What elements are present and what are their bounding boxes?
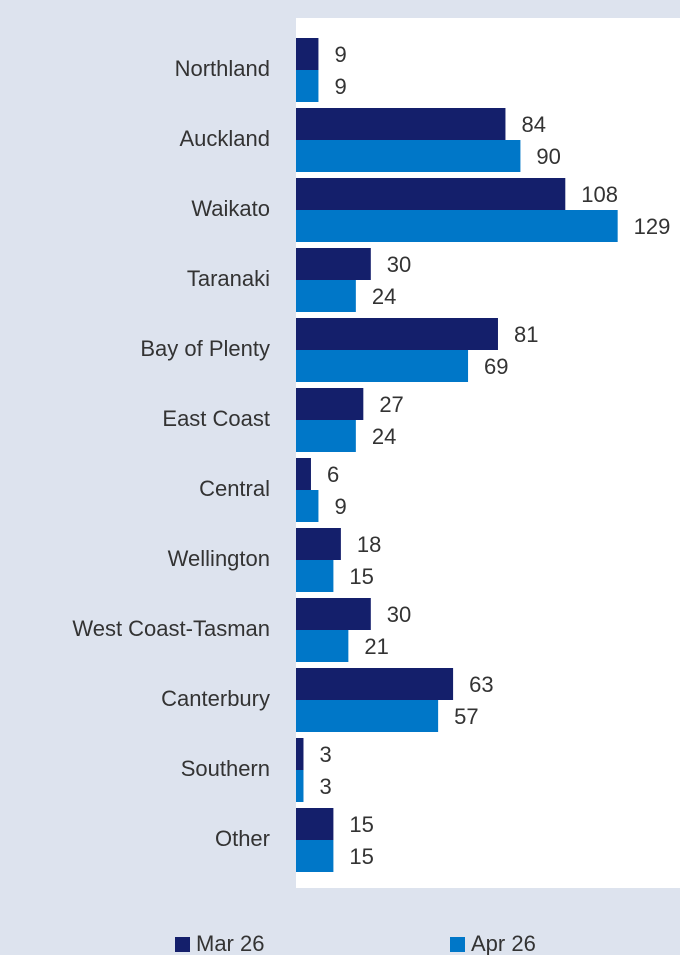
data-label: 24	[372, 424, 396, 449]
bar	[296, 178, 566, 210]
y-tick-label: Wellington	[168, 546, 270, 571]
legend-label: Mar 26	[196, 931, 264, 955]
y-tick-label: Northland	[175, 56, 270, 81]
y-tick-label: Southern	[181, 756, 270, 781]
bar	[296, 700, 439, 732]
data-label: 9	[334, 494, 346, 519]
legend-swatch	[450, 937, 465, 952]
data-label: 3	[319, 742, 331, 767]
data-label: 15	[349, 844, 373, 869]
data-label: 21	[364, 634, 388, 659]
bar	[296, 350, 469, 382]
data-label: 90	[536, 144, 560, 169]
bar	[296, 668, 454, 700]
data-label: 129	[634, 214, 671, 239]
data-label: 81	[514, 322, 538, 347]
y-tick-label: Taranaki	[187, 266, 270, 291]
data-label: 57	[454, 704, 478, 729]
data-label: 108	[581, 182, 618, 207]
bar	[296, 808, 334, 840]
bar	[296, 840, 334, 872]
bar	[296, 528, 341, 560]
legend-label: Apr 26	[471, 931, 536, 955]
legend-swatch	[175, 937, 190, 952]
y-tick-label: East Coast	[162, 406, 270, 431]
bar	[296, 140, 521, 172]
data-label: 15	[349, 812, 373, 837]
bar	[296, 738, 304, 770]
data-label: 3	[319, 774, 331, 799]
bar	[296, 770, 304, 802]
y-tick-label: Waikato	[191, 196, 270, 221]
bar	[296, 420, 356, 452]
data-label: 15	[349, 564, 373, 589]
bar	[296, 108, 506, 140]
bar	[296, 560, 334, 592]
bar	[296, 630, 349, 662]
y-tick-label: Other	[215, 826, 270, 851]
bar	[296, 38, 319, 70]
data-label: 63	[469, 672, 493, 697]
data-label: 18	[357, 532, 381, 557]
bar	[296, 70, 319, 102]
data-label: 9	[334, 74, 346, 99]
y-tick-label: Central	[199, 476, 270, 501]
data-label: 30	[387, 252, 411, 277]
data-label: 30	[387, 602, 411, 627]
y-tick-label: Bay of Plenty	[140, 336, 270, 361]
bar	[296, 490, 319, 522]
data-label: 27	[379, 392, 403, 417]
bar	[296, 318, 498, 350]
bar	[296, 210, 618, 242]
data-label: 84	[521, 112, 545, 137]
bar	[296, 388, 364, 420]
bar	[296, 598, 371, 630]
y-tick-label: Canterbury	[161, 686, 270, 711]
bar	[296, 458, 311, 490]
data-label: 9	[334, 42, 346, 67]
bar	[296, 248, 371, 280]
y-tick-label: Auckland	[179, 126, 270, 151]
data-label: 24	[372, 284, 396, 309]
bar	[296, 280, 356, 312]
y-tick-label: West Coast-Tasman	[72, 616, 270, 641]
data-label: 6	[327, 462, 339, 487]
data-label: 69	[484, 354, 508, 379]
